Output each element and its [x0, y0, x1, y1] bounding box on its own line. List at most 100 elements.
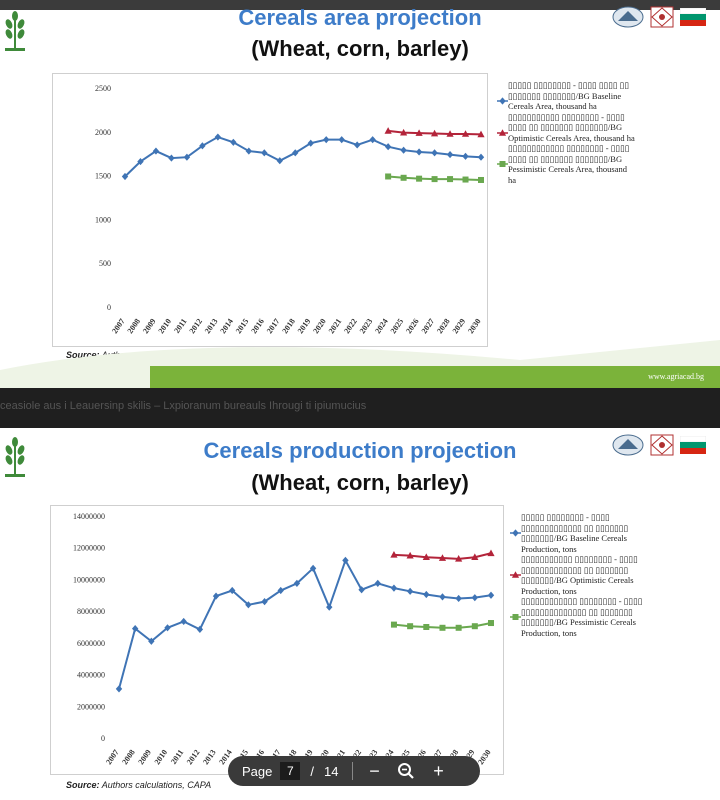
- legend-marker-shape: [499, 97, 506, 105]
- legend-marker-shape: [498, 128, 507, 136]
- area-chart-legend: ▯▯▯▯▯ ▯▯▯▯▯▯▯▯ - ▯▯▯▯ ▯▯▯▯ ▯▯ ▯▯▯▯▯▯▯ ▯▯…: [497, 80, 637, 185]
- page-label: Page: [242, 763, 273, 779]
- legend-label: ▯▯▯▯▯▯▯▯▯▯▯ ▯▯▯▯▯▯▯▯ - ▯▯▯▯ ▯▯▯▯ ▯▯ ▯▯▯▯…: [508, 111, 635, 143]
- x-tick-label: 2012: [185, 748, 202, 766]
- data-point-square: [447, 176, 454, 183]
- data-point-diamond: [115, 685, 123, 693]
- academy-logo-icon: [612, 434, 644, 456]
- y-tick-label: 12000000: [73, 544, 105, 553]
- zoom-icon[interactable]: [395, 760, 417, 782]
- x-tick-label: 2030: [476, 748, 493, 766]
- zoom-out-button[interactable]: −: [369, 760, 380, 781]
- page-number-input[interactable]: 7: [280, 762, 301, 780]
- y-tick-label: 8000000: [77, 607, 105, 616]
- x-tick-label: 2013: [201, 748, 218, 766]
- legend-item: ▯▯▯▯▯▯▯▯▯▯▯ ▯▯▯▯▯▯▯▯ - ▯▯▯▯ ▯▯▯▯ ▯▯ ▯▯▯▯…: [497, 112, 637, 144]
- data-point-square: [455, 624, 462, 631]
- data-point-diamond: [245, 147, 253, 155]
- data-point-triangle: [487, 549, 495, 557]
- data-point-triangle: [477, 130, 485, 138]
- legend-label: ▯▯▯▯▯▯▯▯▯▯▯▯ ▯▯▯▯▯▯▯▯ - ▯▯▯▯ ▯▯▯▯▯▯▯▯▯▯▯…: [521, 596, 643, 638]
- legend-label: ▯▯▯▯▯ ▯▯▯▯▯▯▯▯ - ▯▯▯▯ ▯▯▯▯ ▯▯ ▯▯▯▯▯▯▯ ▯▯…: [508, 80, 630, 111]
- y-tick-label: 1000: [95, 215, 111, 224]
- legend-marker-shape: [512, 614, 519, 620]
- legend-marker-diamond: [510, 529, 521, 537]
- legend-item: ▯▯▯▯▯▯▯▯▯▯▯▯ ▯▯▯▯▯▯▯▯ - ▯▯▯▯ ▯▯▯▯ ▯▯ ▯▯▯…: [497, 143, 637, 185]
- data-point-triangle: [471, 553, 479, 561]
- legend-marker-shape: [499, 161, 506, 167]
- data-point-diamond: [261, 149, 268, 157]
- ornament-logo-icon: [650, 6, 674, 28]
- legend-label: ▯▯▯▯▯▯▯▯▯▯▯▯ ▯▯▯▯▯▯▯▯ - ▯▯▯▯ ▯▯▯▯ ▯▯ ▯▯▯…: [508, 143, 630, 185]
- data-point-diamond: [180, 617, 187, 626]
- data-point-diamond: [183, 153, 191, 161]
- legend-label: ▯▯▯▯▯▯▯▯▯▯▯ ▯▯▯▯▯▯▯▯ - ▯▯▯▯ ▯▯▯▯▯▯▯▯▯▯▯▯…: [521, 554, 638, 596]
- data-point-diamond: [374, 579, 381, 587]
- slide-separator: [0, 388, 720, 428]
- legend-marker-square: [510, 614, 521, 620]
- data-point-triangle: [461, 130, 470, 137]
- data-point-diamond: [199, 142, 206, 150]
- data-point-diamond: [487, 591, 495, 599]
- production-chart-legend: ▯▯▯▯▯ ▯▯▯▯▯▯▯▯ - ▯▯▯▯ ▯▯▯▯▯▯▯▯▯▯▯▯▯ ▯▯ ▯…: [510, 512, 658, 638]
- data-point-diamond: [353, 141, 361, 149]
- data-point-diamond: [277, 586, 284, 595]
- y-tick-label: 1500: [95, 172, 111, 181]
- pager-divider: [352, 762, 354, 780]
- data-point-diamond: [446, 150, 454, 159]
- legend-marker-triangle: [510, 571, 521, 578]
- y-tick-label: 2000: [95, 128, 111, 137]
- page-separator: /: [310, 763, 314, 779]
- y-tick-label: 14000000: [73, 512, 105, 521]
- area-chart-frame: 0 500 1000 1500 2000 2500 2007 2008 2009 2010 2011…: [52, 73, 488, 347]
- legend-marker-triangle: [497, 128, 508, 136]
- data-point-diamond: [326, 603, 333, 611]
- data-point-triangle: [430, 129, 439, 137]
- data-point-diamond: [276, 157, 283, 165]
- zoom-in-button[interactable]: +: [433, 760, 444, 781]
- x-tick-label: 2011: [169, 748, 185, 766]
- y-tick-label: 0: [107, 303, 111, 312]
- data-point-triangle: [406, 551, 414, 559]
- x-tick-label: 2007: [104, 748, 121, 766]
- x-tick-label: 2010: [153, 748, 170, 766]
- data-point-square: [439, 624, 446, 631]
- data-point-square: [431, 176, 438, 183]
- data-point-diamond: [245, 601, 252, 609]
- slide2-subtitle: (Wheat, corn, barley): [251, 470, 469, 495]
- slide1-title: Cereals area projection: [238, 5, 482, 30]
- legend-item: ▯▯▯▯▯▯▯▯▯▯▯▯ ▯▯▯▯▯▯▯▯ - ▯▯▯▯ ▯▯▯▯▯▯▯▯▯▯▯…: [510, 596, 658, 638]
- data-point-square: [400, 174, 407, 181]
- data-point-diamond: [462, 152, 469, 160]
- page-navigator: Page 7 / 14 − +: [228, 756, 480, 786]
- legend-item: ▯▯▯▯▯▯▯▯▯▯▯ ▯▯▯▯▯▯▯▯ - ▯▯▯▯ ▯▯▯▯▯▯▯▯▯▯▯▯…: [510, 554, 658, 596]
- top-bar: [0, 0, 720, 10]
- legend-label: ▯▯▯▯▯ ▯▯▯▯▯▯▯▯ - ▯▯▯▯ ▯▯▯▯▯▯▯▯▯▯▯▯▯ ▯▯ ▯…: [521, 512, 629, 554]
- data-point-square: [478, 176, 484, 183]
- source-label: Source:: [66, 780, 100, 790]
- data-point-diamond: [152, 147, 160, 155]
- data-point-diamond: [384, 143, 392, 151]
- data-point-triangle: [455, 555, 463, 562]
- y-tick-label: 0: [101, 734, 105, 743]
- data-point-diamond: [164, 624, 171, 632]
- data-point-diamond: [431, 149, 438, 157]
- data-point-diamond: [471, 594, 479, 602]
- data-point-diamond: [423, 590, 430, 599]
- slide-production: Cereals production projection (Wheat, co…: [0, 428, 720, 800]
- data-point-diamond: [369, 136, 376, 144]
- y-tick-label: 10000000: [73, 575, 105, 584]
- data-point-triangle: [400, 128, 408, 136]
- y-tick-label: 500: [99, 259, 111, 268]
- legend-marker-shape: [511, 571, 520, 578]
- data-point-diamond: [415, 148, 423, 156]
- data-point-square: [423, 624, 430, 630]
- data-point-diamond: [439, 593, 446, 601]
- data-point-diamond: [477, 153, 485, 161]
- data-point-diamond: [137, 157, 144, 166]
- data-point-triangle: [415, 129, 423, 136]
- x-tick-label: 2008: [120, 748, 137, 766]
- y-tick-label: 2000000: [77, 702, 105, 711]
- data-point-diamond: [455, 594, 462, 603]
- data-point-diamond: [168, 154, 175, 162]
